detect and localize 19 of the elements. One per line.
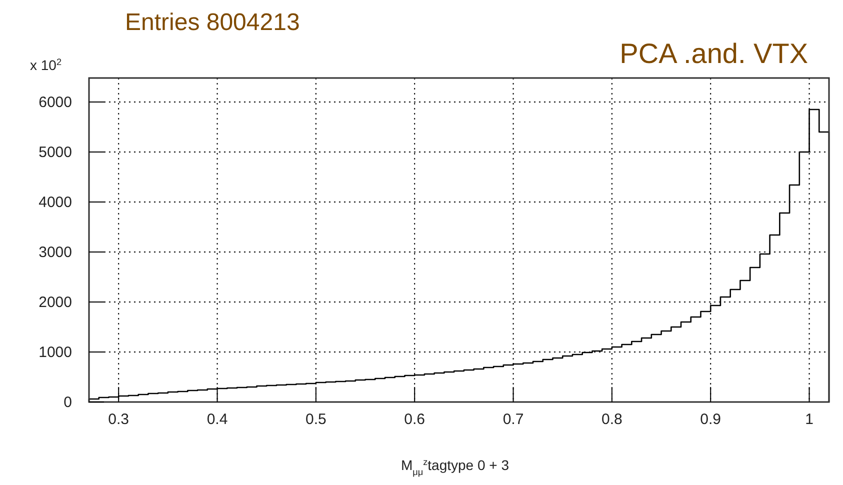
- y-tick-label: 2000: [38, 294, 72, 311]
- y-tick-label: 5000: [38, 144, 72, 161]
- x-tick-label: 0.9: [700, 411, 722, 428]
- text: Entries 8004213: [125, 9, 300, 36]
- y-tick-label: 1000: [38, 344, 72, 361]
- chart-title: PCA .and. VTX: [620, 38, 808, 69]
- x-axis-title: M$_{μμ}$$^{z}$tagtype 0 + 3: [400, 457, 510, 477]
- x-tick-label: 0.5: [306, 411, 326, 428]
- y-tick-label: 4000: [38, 194, 72, 211]
- x-tick-label: 0.7: [502, 411, 524, 428]
- x-tick-label: 0.4: [206, 411, 228, 428]
- x-tick-label: 0.8: [602, 411, 622, 428]
- y-tick-label: 3000: [38, 244, 72, 261]
- y-tick-label: 0: [64, 394, 72, 411]
- y-tick-label: 6000: [38, 94, 72, 111]
- x-tick-label: 0.3: [108, 411, 130, 428]
- x-tick-label: 1: [805, 411, 814, 428]
- x-tick-label: 0.6: [404, 411, 426, 428]
- y-axis-title: x 10$^{2}$: [30, 57, 62, 73]
